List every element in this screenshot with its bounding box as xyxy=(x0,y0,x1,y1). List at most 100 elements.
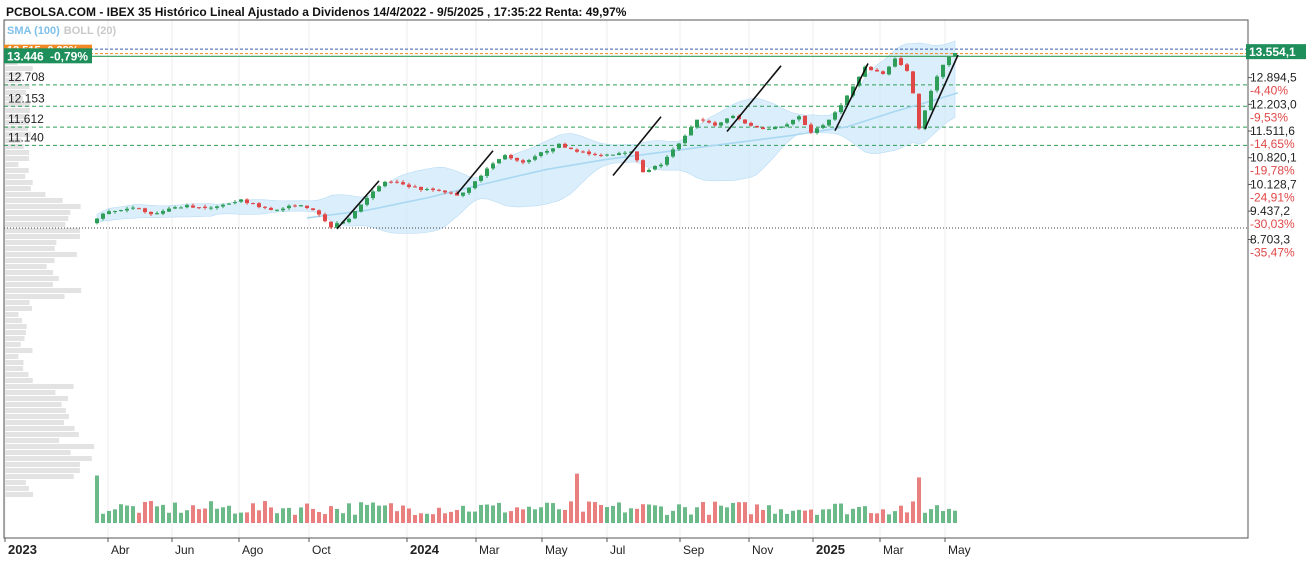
candle-body xyxy=(185,205,189,208)
volume-bar xyxy=(383,505,387,523)
volume-bar xyxy=(107,510,111,523)
trend-line-1[interactable] xyxy=(456,150,494,195)
volume-bar xyxy=(851,508,855,523)
volume-bar xyxy=(647,504,651,523)
candle-body xyxy=(689,127,693,136)
volume-bar xyxy=(653,505,657,523)
level-label-1: 12.153 xyxy=(8,91,45,105)
volume-bar xyxy=(683,507,687,523)
candle-body xyxy=(269,207,273,210)
volume-bar xyxy=(371,502,375,523)
candle-body xyxy=(329,221,333,228)
plot-frame xyxy=(3,19,1249,539)
candle-body xyxy=(377,186,381,192)
volume-bar xyxy=(749,514,753,523)
candle-body xyxy=(407,184,411,187)
trend-line-2[interactable] xyxy=(612,116,662,177)
indicator-sma-label[interactable]: SMA (100) xyxy=(7,25,60,37)
volume-bar xyxy=(779,509,783,523)
candle-body xyxy=(233,202,237,204)
current-price-badge xyxy=(4,48,92,64)
volume-bar xyxy=(185,510,189,523)
volume-bar xyxy=(713,501,717,523)
volume-profile-bar xyxy=(4,366,24,371)
candle-body xyxy=(461,192,465,196)
candle-body xyxy=(941,64,945,77)
candle-body xyxy=(797,116,801,120)
candle-body xyxy=(749,123,753,126)
volume-bar xyxy=(215,508,219,523)
x-tick-label-2: Jun xyxy=(175,543,194,557)
volume-bar xyxy=(461,505,465,523)
candle-body xyxy=(881,71,885,74)
volume-bar xyxy=(413,514,417,523)
y-tick-pct-5: -24,91% xyxy=(1250,190,1295,204)
volume-bar xyxy=(197,509,201,523)
volume-bar xyxy=(527,506,531,523)
level-label-0: 12.708 xyxy=(8,70,45,84)
trend-line-0[interactable] xyxy=(336,180,380,230)
volume-bar xyxy=(743,502,747,523)
volume-bar xyxy=(557,509,561,523)
candle-body xyxy=(311,208,315,211)
candle-body xyxy=(131,207,135,209)
y-tick-label-1: 12.894,5 xyxy=(1250,71,1297,85)
candle-body xyxy=(791,119,795,125)
candle-body xyxy=(569,147,573,150)
candle-body xyxy=(905,64,909,71)
candle-body xyxy=(515,157,519,161)
volume-profile-bar xyxy=(4,450,71,455)
y-tick-label-2: 12.203,0 xyxy=(1250,97,1297,111)
candle-body xyxy=(431,188,435,191)
candle-body xyxy=(731,115,735,119)
candle-body xyxy=(743,119,747,124)
volume-bar xyxy=(839,503,843,523)
candle-body xyxy=(449,192,453,194)
volume-bar xyxy=(119,504,123,523)
volume-bar xyxy=(485,504,489,523)
x-tick-label-0: 2023 xyxy=(8,542,37,557)
volume-profile-bar xyxy=(4,240,57,245)
volume-bar xyxy=(611,505,615,523)
x-tick-label-7: May xyxy=(545,543,568,557)
candle-body xyxy=(119,210,123,212)
volume-bar xyxy=(929,509,933,523)
volume-profile-bar xyxy=(4,108,30,113)
volume-profile-bar xyxy=(4,444,95,449)
y-axis: 13.586,012.894,5-4,40%12.203,0-9,53%11.5… xyxy=(1248,44,1297,259)
trend-line-4[interactable] xyxy=(834,63,869,132)
candle-body xyxy=(635,151,639,161)
volume-profile-bar xyxy=(4,312,19,317)
volume-bar xyxy=(227,505,231,523)
trend-lines xyxy=(336,54,959,230)
volume-profile-bar xyxy=(4,210,71,215)
volume-bar xyxy=(137,512,141,523)
candle-body xyxy=(863,66,867,77)
volume-bar xyxy=(815,514,819,523)
level-label-2: 11.612 xyxy=(8,112,44,126)
volume-profile-bar xyxy=(4,144,24,149)
candle-body xyxy=(173,207,177,209)
indicator-boll-label[interactable]: BOLL (20) xyxy=(63,25,117,37)
volume-bar xyxy=(401,505,405,523)
volume-profile-bar xyxy=(4,78,21,83)
volume-profile-bar xyxy=(4,168,29,173)
candle-body xyxy=(923,110,927,129)
volume-profile-bar xyxy=(4,264,47,269)
volume-profile-bar xyxy=(4,72,23,77)
candle-body xyxy=(581,151,585,153)
candle-body xyxy=(815,128,819,133)
trend-line-3[interactable] xyxy=(726,65,782,132)
trend-line-5[interactable] xyxy=(924,54,959,130)
candle-body xyxy=(593,153,597,155)
volume-bar xyxy=(905,512,909,523)
y-tick-pct-6: -30,03% xyxy=(1250,217,1295,231)
candle-body xyxy=(929,90,933,111)
volume-bar xyxy=(809,509,813,523)
volume-profile-bar xyxy=(4,132,31,137)
volume-profile-bar xyxy=(4,420,65,425)
candle-body xyxy=(827,119,831,126)
candle-body xyxy=(869,66,873,71)
volume-bar xyxy=(641,504,645,523)
volume-bar xyxy=(395,511,399,523)
